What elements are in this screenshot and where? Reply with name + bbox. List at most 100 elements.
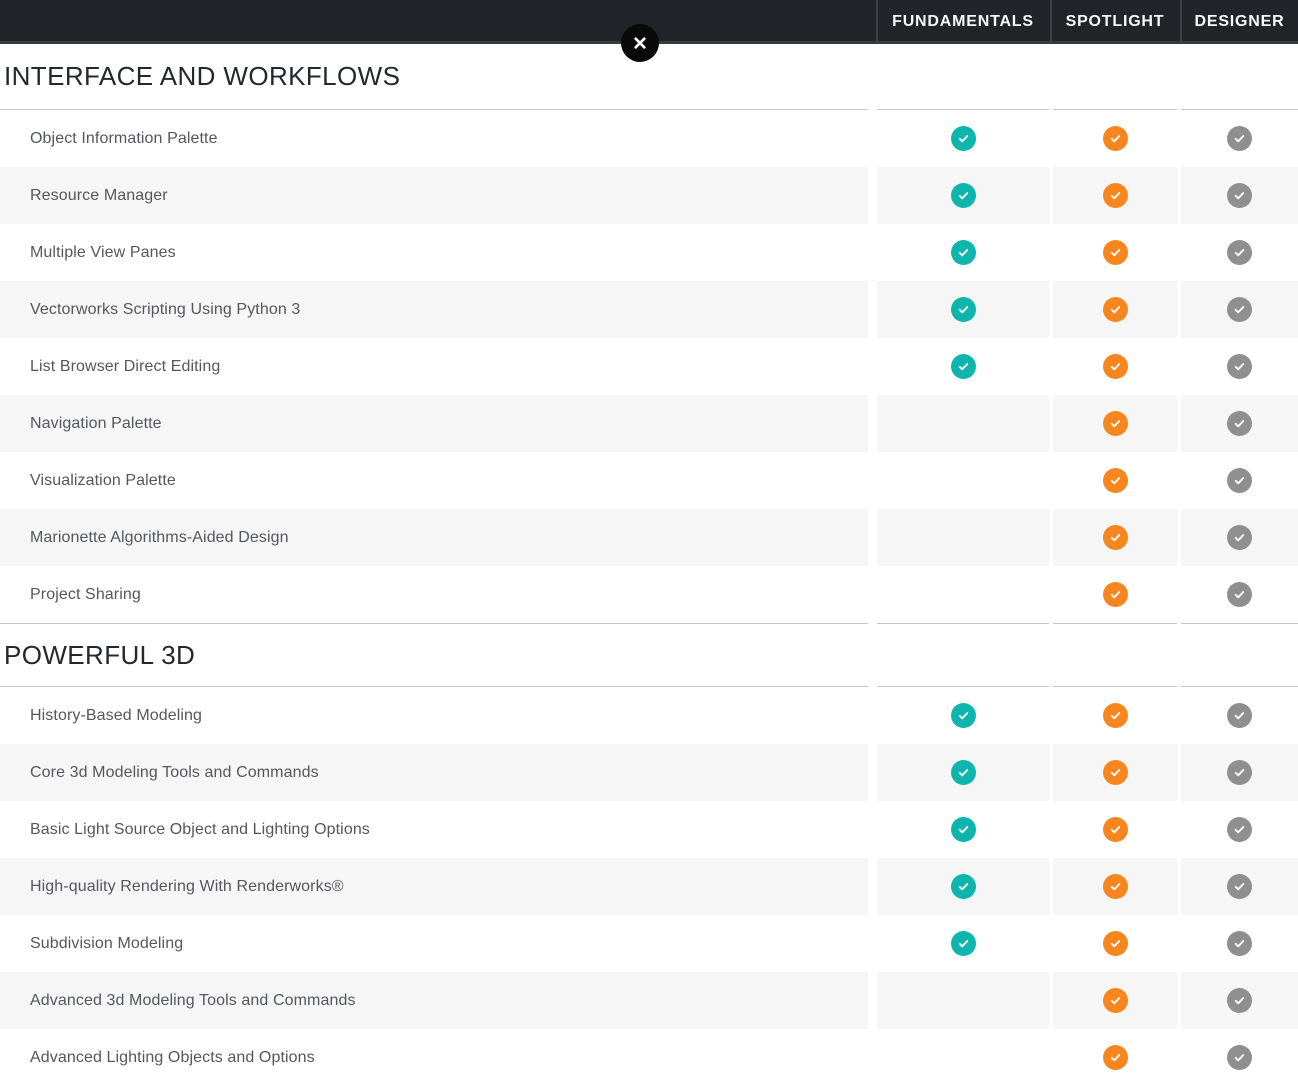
divider-segment — [1181, 623, 1298, 624]
availability-cell — [877, 509, 1049, 566]
check-icon — [950, 817, 976, 842]
check-icon — [1227, 817, 1252, 842]
table-row: List Browser Direct Editing — [0, 338, 1298, 395]
availability-cell — [1181, 224, 1298, 281]
feature-label: High-quality Rendering With Renderworks® — [30, 877, 344, 895]
header-divider — [876, 0, 878, 44]
availability-cell — [1181, 110, 1298, 167]
feature-label-cell: Advanced Lighting Objects and Options — [0, 1029, 868, 1084]
feature-label: Visualization Palette — [30, 471, 176, 489]
table-row: High-quality Rendering With Renderworks® — [0, 858, 1298, 915]
table-row: Basic Light Source Object and Lighting O… — [0, 801, 1298, 858]
feature-label-cell: Multiple View Panes — [0, 224, 868, 281]
check-icon — [1102, 988, 1128, 1013]
check-icon — [1102, 931, 1128, 956]
availability-cell — [877, 110, 1049, 167]
table-row: Core 3d Modeling Tools and Commands — [0, 744, 1298, 801]
table-row: Advanced 3d Modeling Tools and Commands — [0, 972, 1298, 1029]
availability-cell — [877, 167, 1049, 224]
table-row: Vectorworks Scripting Using Python 3 — [0, 281, 1298, 338]
section-divider — [0, 686, 1298, 687]
check-icon — [1227, 931, 1252, 956]
check-icon — [950, 760, 976, 785]
section-header: INTERFACE AND WORKFLOWS — [0, 44, 1298, 109]
availability-cell — [877, 281, 1049, 338]
column-header-spotlight: SPOTLIGHT — [1065, 13, 1165, 30]
feature-label-cell: Resource Manager — [0, 167, 868, 224]
availability-cell — [1181, 1029, 1298, 1084]
check-icon — [1102, 760, 1128, 785]
check-icon — [1227, 411, 1252, 436]
feature-label-cell: Advanced 3d Modeling Tools and Commands — [0, 972, 868, 1029]
check-icon — [1227, 1045, 1252, 1070]
column-header-designer: DESIGNER — [1194, 13, 1285, 30]
table-row: Navigation Palette — [0, 395, 1298, 452]
divider-segment — [1181, 686, 1298, 687]
feature-label: History-Based Modeling — [30, 706, 203, 724]
availability-cell — [1053, 687, 1177, 744]
feature-label: Core 3d Modeling Tools and Commands — [30, 763, 319, 781]
availability-cell — [1053, 452, 1177, 509]
feature-label: Basic Light Source Object and Lighting O… — [30, 820, 370, 838]
feature-label: Marionette Algorithms-Aided Design — [30, 528, 289, 546]
check-icon — [1102, 874, 1128, 899]
availability-cell — [1181, 858, 1298, 915]
feature-label-cell: History-Based Modeling — [0, 687, 868, 744]
feature-label-cell: Subdivision Modeling — [0, 915, 868, 972]
divider-segment — [0, 623, 868, 624]
availability-cell — [877, 452, 1049, 509]
availability-cell — [877, 1029, 1049, 1084]
availability-cell — [877, 972, 1049, 1029]
divider-segment — [0, 109, 868, 110]
table-row: Multiple View Panes — [0, 224, 1298, 281]
feature-section: POWERFUL 3D History-Based Modeling Core 3d… — [0, 623, 1298, 1084]
table-row: Project Sharing — [0, 566, 1298, 623]
check-icon — [1227, 988, 1252, 1013]
feature-label: Project Sharing — [30, 585, 141, 603]
availability-cell — [1053, 395, 1177, 452]
header-divider — [1180, 0, 1182, 44]
feature-label: List Browser Direct Editing — [30, 357, 221, 375]
availability-cell — [877, 395, 1049, 452]
check-icon — [1102, 240, 1128, 265]
availability-cell — [1181, 281, 1298, 338]
check-icon — [1227, 240, 1252, 265]
availability-cell — [1181, 687, 1298, 744]
check-icon — [1227, 183, 1252, 208]
availability-cell — [1181, 167, 1298, 224]
close-button[interactable] — [621, 24, 659, 62]
divider-segment — [1053, 109, 1177, 110]
divider-segment — [877, 623, 1049, 624]
availability-cell — [877, 744, 1049, 801]
feature-label: Advanced Lighting Objects and Options — [30, 1048, 315, 1066]
check-icon — [1227, 468, 1252, 493]
availability-cell — [1053, 281, 1177, 338]
divider-segment — [877, 686, 1049, 687]
availability-cell — [1053, 566, 1177, 623]
check-icon — [1227, 525, 1252, 550]
close-icon — [631, 34, 649, 52]
sections-container: INTERFACE AND WORKFLOWS Object Informatio… — [0, 44, 1298, 1084]
column-header-fundamentals: FUNDAMENTALS — [892, 13, 1034, 30]
table-row: Marionette Algorithms-Aided Design — [0, 509, 1298, 566]
divider-segment — [0, 686, 868, 687]
divider-segment — [1181, 109, 1298, 110]
availability-cell — [1181, 395, 1298, 452]
availability-cell — [1053, 338, 1177, 395]
availability-cell — [1053, 915, 1177, 972]
availability-cell — [877, 858, 1049, 915]
feature-label-cell: Object Information Palette — [0, 110, 868, 167]
section-divider — [0, 623, 1298, 624]
check-icon — [1227, 297, 1252, 322]
availability-cell — [1053, 167, 1177, 224]
table-row: Subdivision Modeling — [0, 915, 1298, 972]
check-icon — [950, 240, 976, 265]
section-title: INTERFACE AND WORKFLOWS — [4, 61, 401, 91]
check-icon — [1102, 297, 1128, 322]
feature-label: Vectorworks Scripting Using Python 3 — [30, 300, 301, 318]
availability-cell — [1181, 452, 1298, 509]
availability-cell — [1053, 110, 1177, 167]
check-icon — [950, 874, 976, 899]
availability-cell — [1181, 972, 1298, 1029]
table-row: History-Based Modeling — [0, 687, 1298, 744]
